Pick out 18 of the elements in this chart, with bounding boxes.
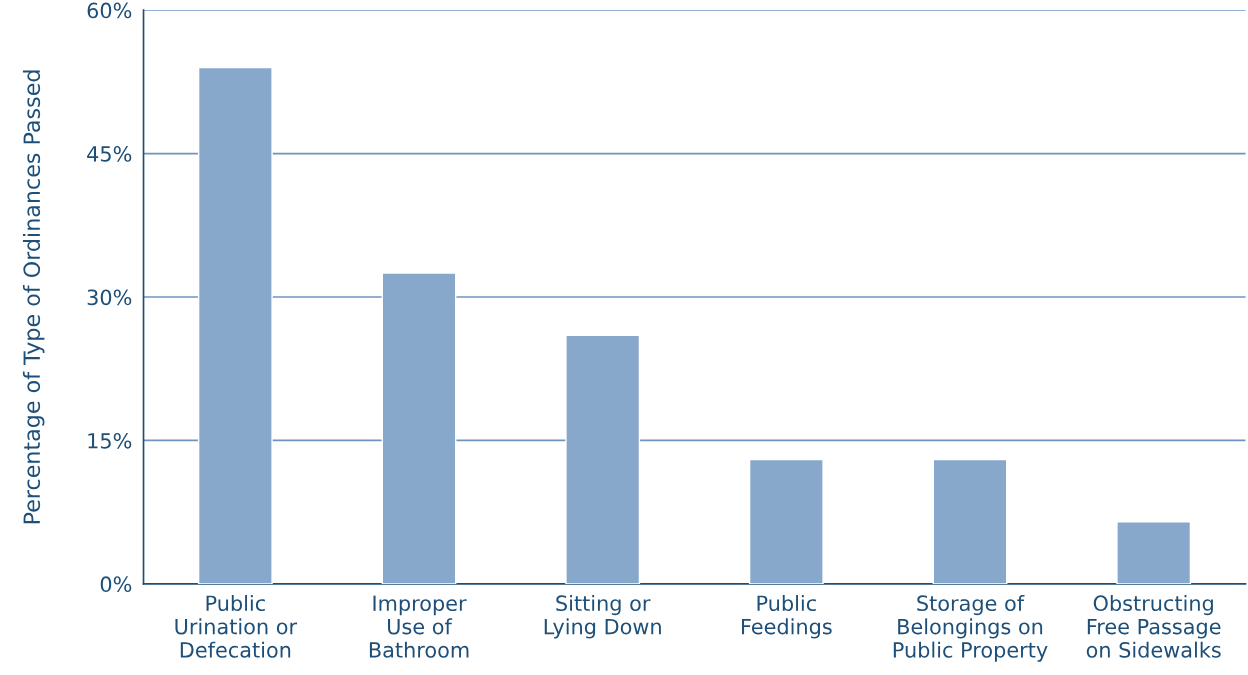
y-tick-label: 0% [100, 576, 132, 593]
y-tick-label: 45% [87, 146, 132, 162]
x-tick-label: Obstructing Free Passage on Sidewalks [1086, 594, 1221, 658]
y-tick-label: 15% [88, 432, 132, 449]
bar [1116, 521, 1192, 584]
bar [932, 458, 1008, 584]
y-tick-label: 30% [87, 289, 132, 306]
x-tick-label: Storage of Belongings on Public Property [893, 594, 1048, 662]
x-tick-label: Improper Use of Bathroom [369, 595, 469, 658]
y-tick-label: 60% [87, 2, 132, 19]
bar [381, 272, 457, 584]
x-tick-label: Public Feedings [742, 594, 832, 639]
y-axis-title: Percentage of Type of Ordinances Passed [22, 70, 45, 524]
bar [748, 458, 824, 584]
bar [197, 66, 273, 584]
x-tick-label: Public Urination or Defecation [175, 594, 298, 658]
bar [565, 334, 641, 584]
x-tick-label: Sitting or Lying Down [544, 594, 661, 639]
